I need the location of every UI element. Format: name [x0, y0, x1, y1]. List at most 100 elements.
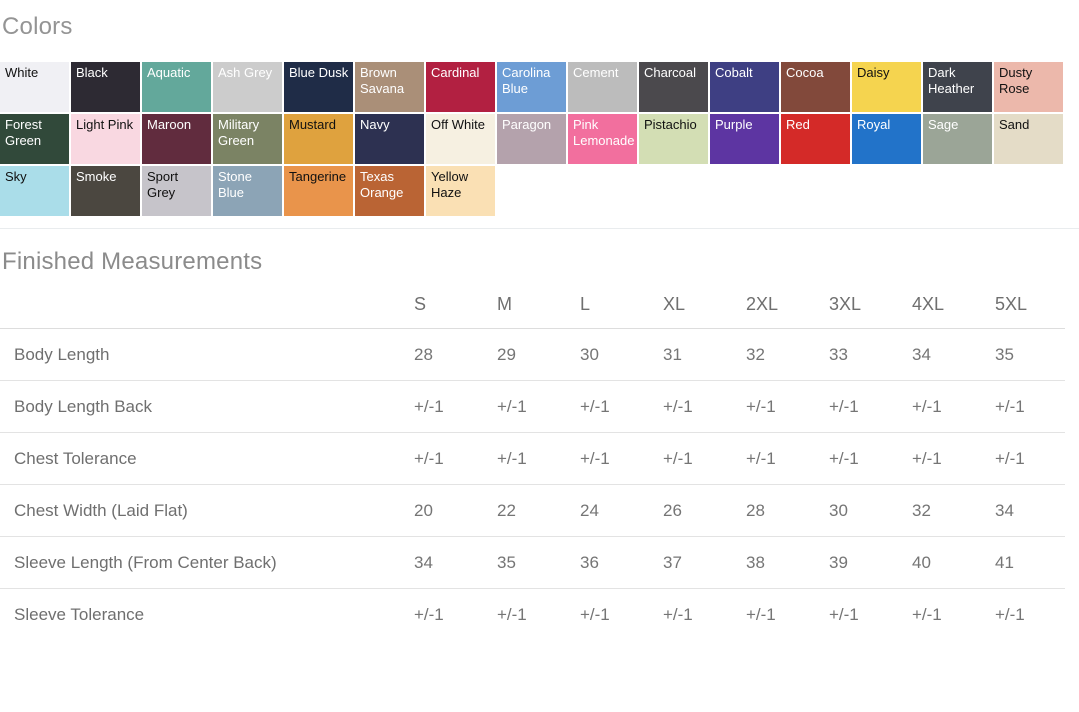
measurement-value: 39 [829, 536, 912, 589]
measurement-row-body-length: Body Length 28 29 30 31 32 33 34 35 [0, 329, 1065, 381]
color-swatch-cocoa: Cocoa [781, 62, 850, 112]
measurement-value: 20 [414, 484, 497, 537]
color-swatch-label: Pistachio [644, 117, 697, 132]
color-swatch-label: Dark Heather [928, 65, 975, 96]
color-swatch-label: Royal [857, 117, 891, 132]
measurement-row-label: Body Length Back [0, 380, 414, 433]
color-swatch-label: Navy [360, 117, 390, 132]
size-column-header-3xl: 3XL [829, 286, 912, 329]
color-swatch-label: Paragon [502, 117, 552, 132]
measurement-value: 26 [663, 484, 746, 537]
color-swatch-label: Sky [5, 169, 27, 184]
color-swatch-texas-orange: Texas Orange [355, 166, 424, 216]
color-swatch-cobalt: Cobalt [710, 62, 779, 112]
color-swatch-label: Ash Grey [218, 65, 273, 80]
measurement-value: +/-1 [580, 432, 663, 485]
measurement-value: +/-1 [414, 588, 497, 641]
colors-section-title: Colors [2, 13, 73, 40]
measurement-value: +/-1 [414, 380, 497, 433]
measurement-row-label: Chest Width (Laid Flat) [0, 484, 414, 537]
measurement-value: +/-1 [746, 380, 829, 433]
color-swatch-label: Dusty Rose [999, 65, 1033, 96]
color-swatch-sky: Sky [0, 166, 69, 216]
color-swatch-label: Forest Green [5, 117, 42, 148]
color-swatch-label: Stone Blue [218, 169, 252, 200]
size-column-header-l: L [580, 286, 663, 329]
color-swatch-label: Texas Orange [360, 169, 404, 200]
color-swatch-label: Sport Grey [147, 169, 179, 200]
size-column-header-2xl: 2XL [746, 286, 829, 329]
measurement-value: +/-1 [497, 432, 580, 485]
color-swatch-smoke: Smoke [71, 166, 140, 216]
measurement-row-body-length-back: Body Length Back +/-1 +/-1 +/-1 +/-1 +/-1 +/-1… [0, 380, 1065, 433]
color-swatch-maroon: Maroon [142, 114, 211, 164]
color-swatch-paragon: Paragon [497, 114, 566, 164]
measurement-value: 36 [580, 536, 663, 589]
color-swatch-cement: Cement [568, 62, 637, 112]
color-swatch-label: Blue Dusk [289, 65, 349, 80]
color-swatch-sand: Sand [994, 114, 1063, 164]
color-swatch-brown-savana: Brown Savana [355, 62, 424, 112]
finished-measurements-table: S M L XL 2XL 3XL 4XL 5XL Body Length 28 29 30 31 32 3… [0, 286, 1065, 641]
measurement-row-label: Body Length [14, 344, 110, 364]
measurement-value: 35 [995, 344, 1014, 364]
measurement-value: +/-1 [995, 432, 1065, 485]
measurement-value: 34 [414, 536, 497, 589]
color-swatch-red: Red [781, 114, 850, 164]
color-swatch-dusty-rose: Dusty Rose [994, 62, 1063, 112]
color-swatch-label: Brown Savana [360, 65, 405, 96]
color-swatch-label: Military Green [218, 117, 260, 148]
size-column-header-5xl: 5XL [995, 286, 1065, 329]
measurement-value: 29 [497, 344, 516, 364]
color-swatch-label: White [5, 65, 39, 80]
measurement-row-label: Chest Tolerance [0, 432, 414, 485]
measurement-value: 38 [746, 536, 829, 589]
color-swatch-tangerine: Tangerine [284, 166, 353, 216]
measurement-value: +/-1 [912, 588, 995, 641]
color-swatch-label: Maroon [147, 117, 192, 132]
size-column-header-s: S [414, 286, 497, 329]
measurement-value: 40 [912, 536, 995, 589]
color-swatch-label: Sand [999, 117, 1030, 132]
measurement-value: +/-1 [580, 588, 663, 641]
measurement-value: 41 [995, 536, 1065, 589]
color-swatch-sport-grey: Sport Grey [142, 166, 211, 216]
color-swatch-white: White [0, 62, 69, 112]
color-swatch-dark-heather: Dark Heather [923, 62, 992, 112]
color-swatch-label: Yellow Haze [431, 169, 469, 200]
color-swatch-sage: Sage [923, 114, 992, 164]
color-swatch-label: Charcoal [644, 65, 697, 80]
color-swatch-military-green: Military Green [213, 114, 282, 164]
color-swatch-label: Cobalt [715, 65, 753, 80]
measurement-value: 30 [580, 344, 599, 364]
measurement-value: +/-1 [497, 380, 580, 433]
color-swatch-label: Light Pink [76, 117, 134, 132]
color-swatch-yellow-haze: Yellow Haze [426, 166, 495, 216]
measurement-value: +/-1 [829, 432, 912, 485]
measurement-value: +/-1 [829, 588, 912, 641]
measurement-row-sleeve-tolerance: Sleeve Tolerance +/-1 +/-1 +/-1 +/-1 +/-1 +/-1… [0, 588, 1065, 641]
measurement-value: +/-1 [912, 432, 995, 485]
size-column-header-xl: XL [663, 286, 746, 329]
color-swatch-ash-grey: Ash Grey [213, 62, 282, 112]
color-swatch-label: Carolina Blue [502, 65, 551, 96]
color-swatch-navy: Navy [355, 114, 424, 164]
measurement-value: 24 [580, 484, 663, 537]
color-swatch-blue-dusk: Blue Dusk [284, 62, 353, 112]
measurement-value: 22 [497, 484, 580, 537]
measurements-header-row: S M L XL 2XL 3XL 4XL 5XL [0, 286, 1065, 329]
color-swatch-grid: White Black Aquatic Ash Grey Blue Dusk Brown … [0, 62, 1063, 216]
color-swatch-royal: Royal [852, 114, 921, 164]
color-swatch-label: Pink Lemonade [573, 117, 635, 148]
measurement-value: +/-1 [663, 588, 746, 641]
measurement-row-label: Sleeve Tolerance [0, 588, 414, 641]
measurements-label-column-header [0, 286, 414, 329]
color-swatch-label: Sage [928, 117, 959, 132]
measurement-value: +/-1 [663, 380, 746, 433]
measurement-value: +/-1 [995, 588, 1065, 641]
color-swatch-label: Cocoa [786, 65, 824, 80]
color-swatch-off-white: Off White [426, 114, 495, 164]
measurements-section-title: Finished Measurements [2, 248, 263, 275]
color-swatch-label: Mustard [289, 117, 336, 132]
